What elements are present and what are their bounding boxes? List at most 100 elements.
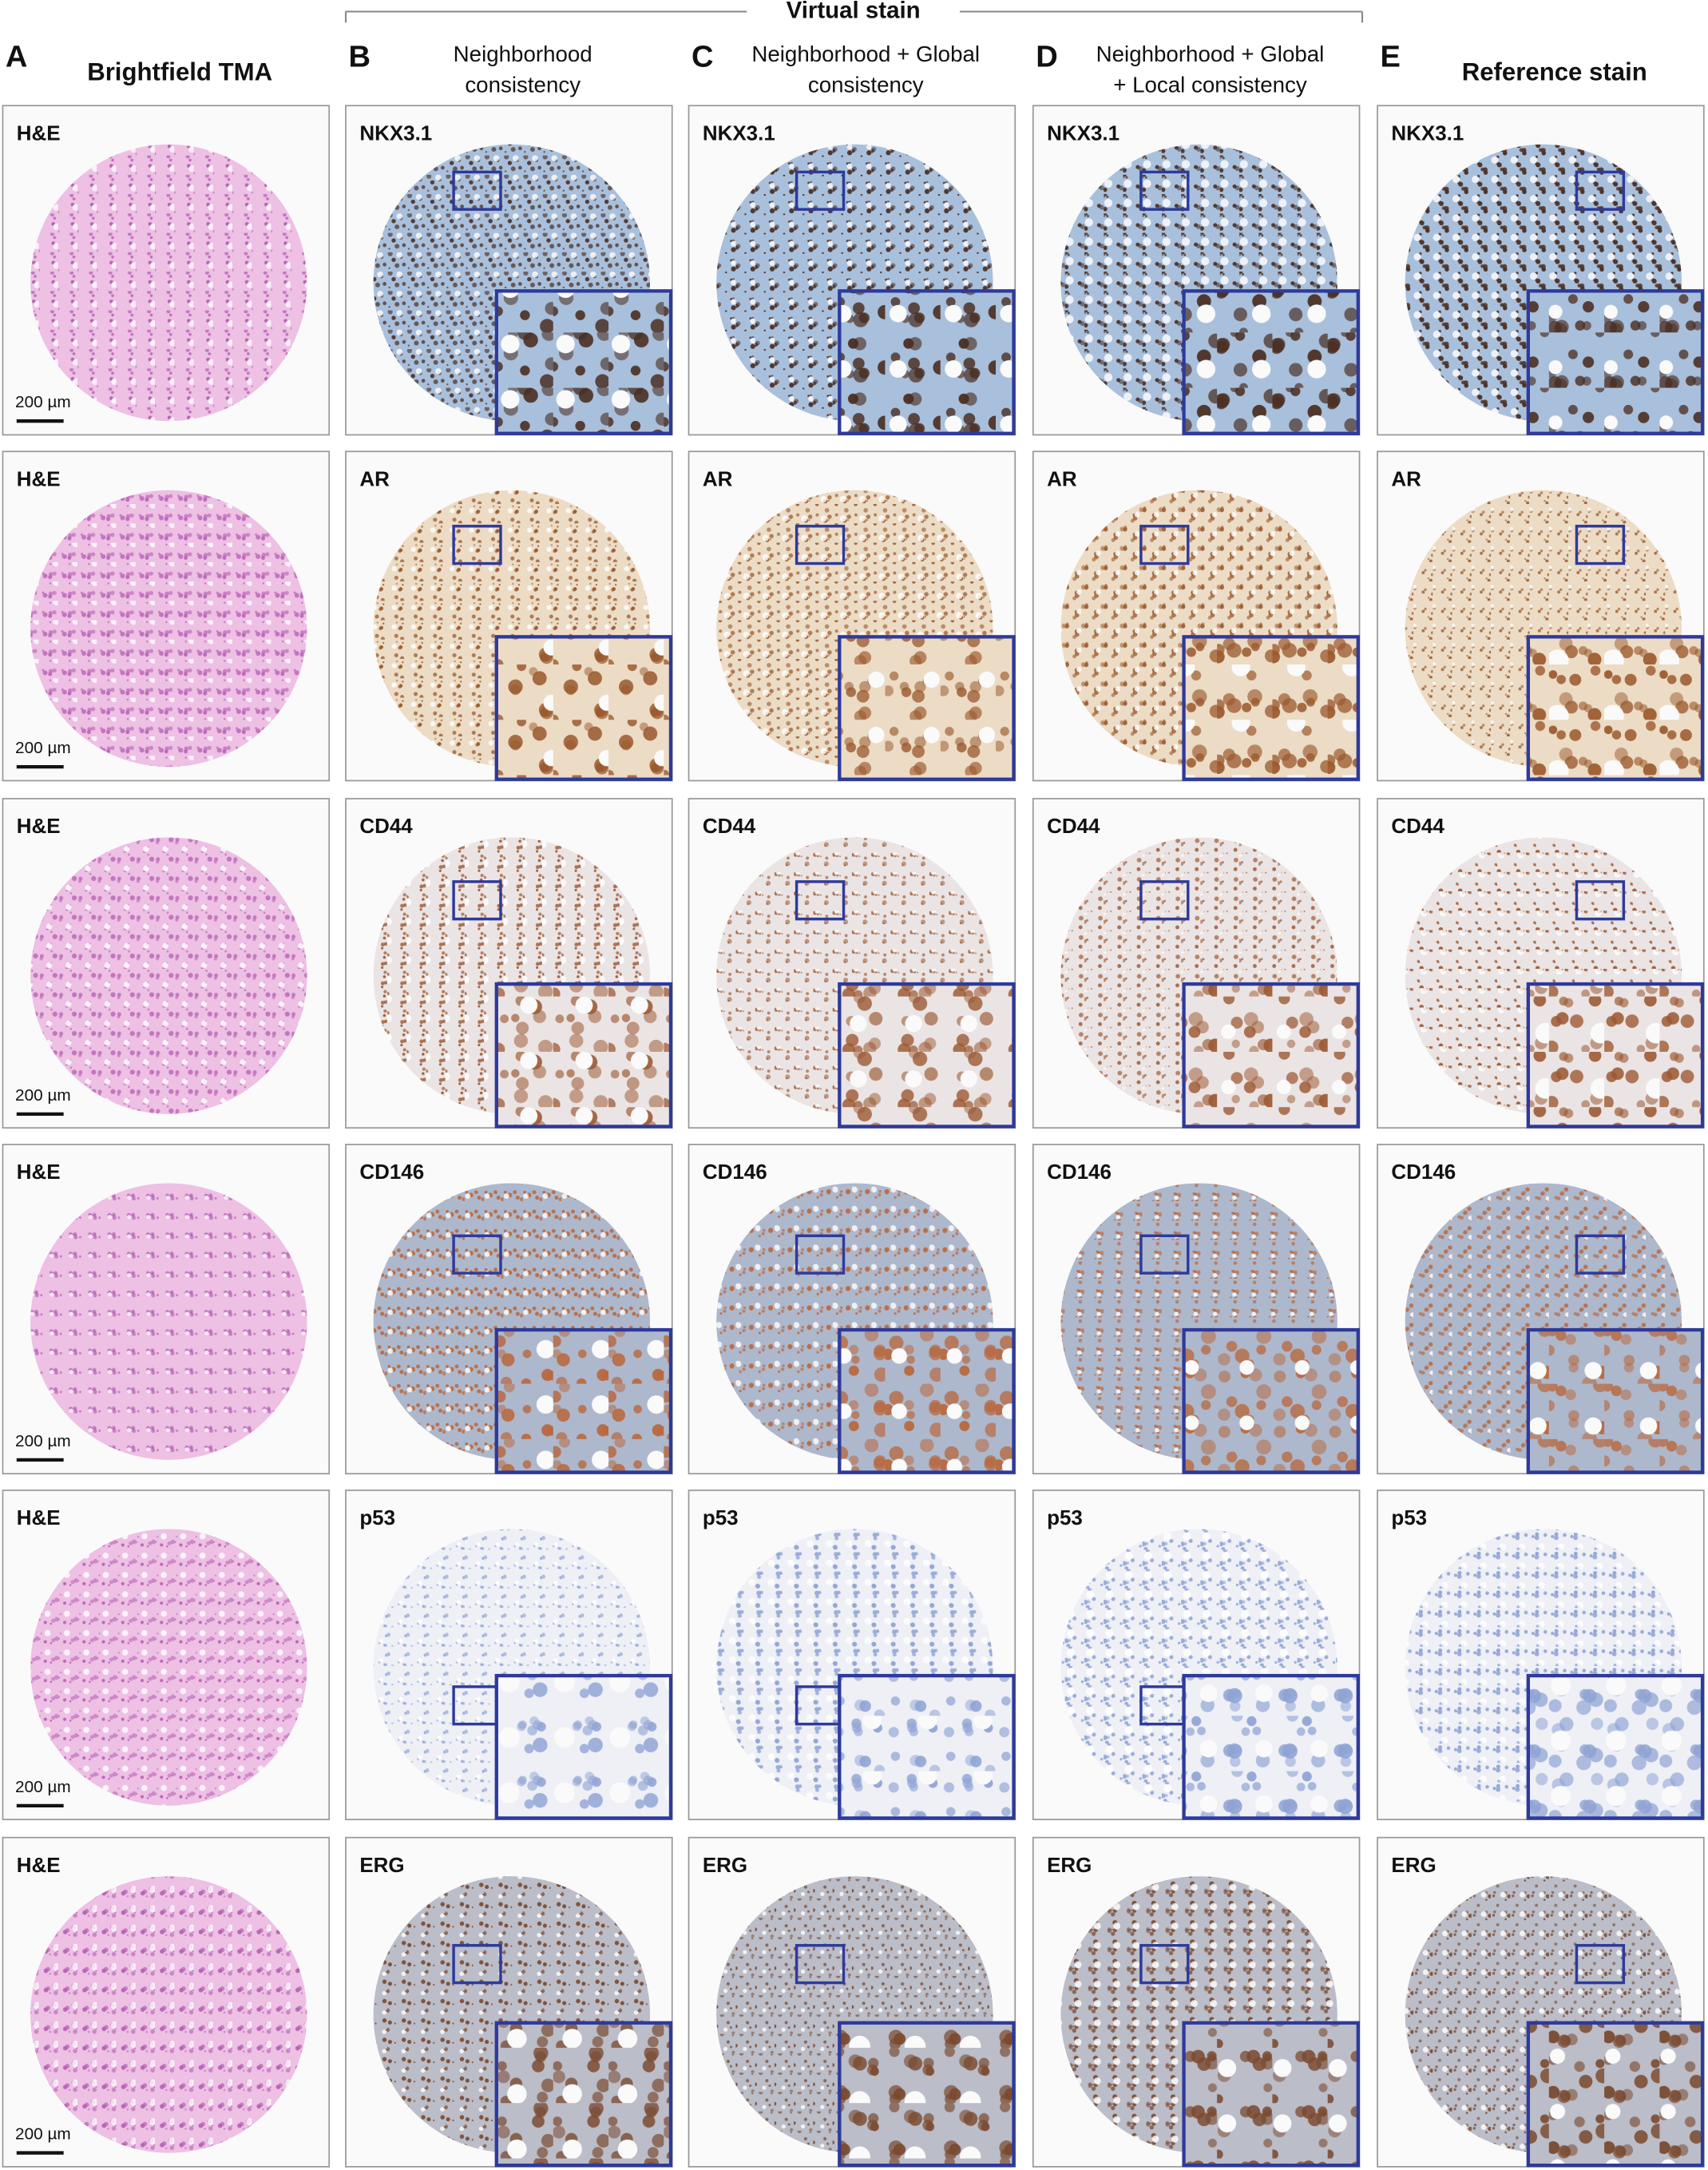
zoom-inset — [838, 1327, 1016, 1474]
stain-label: p53 — [1391, 1506, 1427, 1529]
zoom-inset — [494, 289, 673, 435]
zoom-inset — [1526, 635, 1705, 781]
tissue-core — [30, 1876, 307, 2153]
zoom-inset — [1182, 1673, 1360, 1820]
roi-box — [452, 1234, 502, 1275]
zoom-inset — [494, 2021, 673, 2168]
stain-label: CD146 — [359, 1160, 424, 1184]
tissue-core — [30, 1183, 307, 1460]
stain-label: NKX3.1 — [1391, 121, 1464, 145]
stain-label: CD146 — [1391, 1160, 1456, 1184]
roi-box — [1139, 1234, 1190, 1275]
stain-label: CD44 — [359, 814, 413, 838]
stain-label: AR — [1391, 466, 1421, 490]
roi-box — [452, 880, 502, 921]
zoom-inset — [1526, 289, 1705, 435]
zoom-inset — [1526, 1327, 1705, 1474]
group-label: Virtual stain — [787, 0, 921, 23]
roi-box — [452, 525, 502, 565]
zoom-inset — [838, 635, 1016, 781]
roi-box — [1139, 1944, 1190, 1985]
stain-label: NKX3.1 — [359, 121, 432, 145]
roi-box — [452, 170, 502, 211]
roi-box — [1139, 880, 1190, 921]
roi-box — [795, 525, 846, 565]
zoom-inset — [1526, 2021, 1705, 2168]
stain-label: H&E — [17, 1160, 61, 1184]
panel-letter: A — [6, 40, 28, 73]
stain-label: p53 — [703, 1506, 739, 1529]
zoom-inset — [1182, 982, 1360, 1129]
roi-box — [795, 880, 846, 921]
zoom-inset — [838, 2021, 1016, 2168]
roi-box — [1575, 525, 1626, 565]
column-title: Brightfield TMA — [87, 58, 272, 86]
panel-letter: D — [1036, 40, 1058, 73]
stain-label: NKX3.1 — [1047, 121, 1120, 145]
zoom-inset — [494, 635, 673, 781]
zoom-inset — [838, 1673, 1016, 1820]
column-title: consistency — [808, 72, 924, 97]
tissue-core — [30, 837, 307, 1114]
scale-bar-label: 200 µm — [15, 393, 71, 411]
scale-bar-label: 200 µm — [15, 739, 71, 757]
tissue-core — [30, 144, 307, 422]
stain-label: H&E — [17, 466, 61, 490]
stain-label: ERG — [1047, 1853, 1092, 1877]
zoom-inset — [838, 982, 1016, 1129]
stain-label: NKX3.1 — [703, 121, 775, 145]
column-title: Neighborhood — [454, 42, 592, 66]
stain-label: CD44 — [703, 814, 756, 838]
stain-label: CD44 — [1391, 814, 1444, 838]
zoom-inset — [1182, 635, 1360, 781]
roi-box — [1139, 525, 1190, 565]
roi-box — [452, 1944, 502, 1985]
zoom-inset — [494, 1327, 673, 1474]
zoom-inset — [494, 982, 673, 1129]
panel-letter: C — [692, 40, 714, 73]
column-title: Neighborhood + Global — [751, 42, 980, 66]
roi-box — [795, 1234, 846, 1275]
roi-box — [795, 1944, 846, 1985]
zoom-inset — [1182, 1327, 1360, 1474]
scale-bar-label: 200 µm — [15, 2125, 71, 2144]
panel-letter: E — [1381, 40, 1401, 73]
stain-label: p53 — [359, 1506, 395, 1529]
stain-label: CD146 — [1047, 1160, 1112, 1184]
scale-bar-label: 200 µm — [15, 1778, 71, 1796]
roi-box — [1575, 880, 1626, 921]
stain-label: CD44 — [1047, 814, 1100, 838]
scale-bar-label: 200 µm — [15, 1432, 71, 1450]
roi-box — [1575, 170, 1626, 211]
stain-label: H&E — [17, 1506, 61, 1529]
stain-label: AR — [359, 466, 390, 490]
stain-label: ERG — [703, 1853, 747, 1877]
zoom-inset — [1526, 982, 1705, 1129]
column-title: consistency — [465, 72, 581, 97]
stain-label: H&E — [17, 1853, 61, 1877]
roi-box — [795, 170, 846, 211]
stain-label: AR — [1047, 466, 1077, 490]
tissue-core — [30, 1529, 307, 1806]
stain-label: H&E — [17, 121, 61, 145]
column-title: Neighborhood + Global — [1096, 42, 1325, 66]
roi-box — [1139, 170, 1190, 211]
stain-label: H&E — [17, 814, 61, 838]
zoom-inset — [1526, 1673, 1705, 1820]
stain-label: CD146 — [703, 1160, 767, 1184]
panel-letter: B — [348, 40, 371, 73]
zoom-inset — [494, 1673, 673, 1820]
stain-label: p53 — [1047, 1506, 1083, 1529]
stain-label: ERG — [1391, 1853, 1436, 1877]
tissue-core — [30, 490, 307, 768]
stain-label: AR — [703, 466, 733, 490]
roi-box — [1575, 1234, 1626, 1275]
column-title: + Local consistency — [1113, 72, 1307, 97]
stain-label: ERG — [359, 1853, 404, 1877]
column-title: Reference stain — [1462, 58, 1647, 86]
roi-box — [1575, 1944, 1626, 1985]
zoom-inset — [1182, 289, 1360, 435]
scale-bar-label: 200 µm — [15, 1086, 71, 1105]
zoom-inset — [1182, 2021, 1360, 2168]
